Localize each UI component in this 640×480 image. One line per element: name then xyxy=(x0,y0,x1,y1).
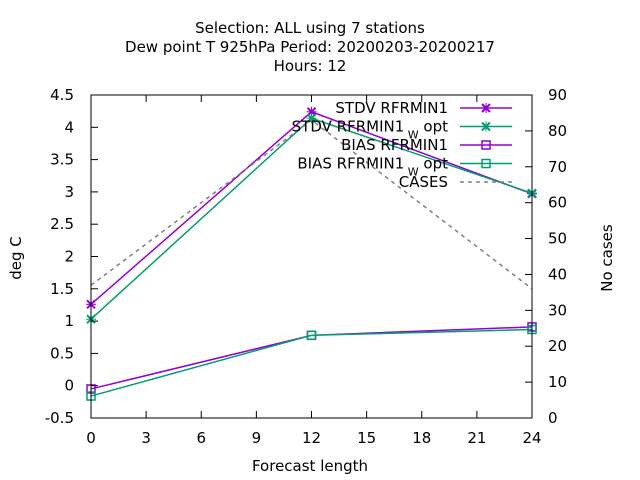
x-tick-label: 15 xyxy=(357,429,376,447)
y2-tick-label: 40 xyxy=(548,265,567,283)
y-tick-label: 1.5 xyxy=(50,280,74,298)
axis-ticks: 0 3 6 9 12 15 18 21 24 -0.5 0 0.5 1 1.5 2 2.5 3 3.5 4 4.5 0 1… xyxy=(45,86,567,447)
y2-tick-label: 10 xyxy=(548,373,567,391)
y-tick-label: 1 xyxy=(64,312,74,330)
legend-label-5: CASES xyxy=(399,173,448,191)
data-point xyxy=(306,330,317,341)
y2-tick-label: 50 xyxy=(548,230,567,248)
x-tick-label: 9 xyxy=(252,429,262,447)
legend-label-2: STDV RFRMIN1 W opt xyxy=(292,118,448,142)
y2-axis-label: No cases xyxy=(598,224,616,292)
y2-tick-label: 20 xyxy=(548,337,567,355)
y2-tick-label: 60 xyxy=(548,194,567,212)
series-line-2 xyxy=(90,117,533,320)
legend-marker xyxy=(481,103,491,113)
legend-marker xyxy=(481,121,491,132)
legend-label-4: BIAS RFRMIN1 W opt xyxy=(297,155,448,179)
y2-tick-label: 80 xyxy=(548,122,567,140)
y2-tick-label: 90 xyxy=(548,86,567,104)
series-line-3 xyxy=(90,326,533,390)
legend-label-1: STDV RFRMIN1 xyxy=(335,99,448,117)
y-tick-label: 3.5 xyxy=(50,151,74,169)
y-tick-label: -0.5 xyxy=(45,409,74,427)
x-tick-label: 12 xyxy=(302,429,321,447)
series-line-4 xyxy=(90,328,533,397)
legend-label-3: BIAS RFRMIN1 xyxy=(341,136,448,154)
y2-tick-label: 70 xyxy=(548,158,567,176)
y-tick-label: 2 xyxy=(64,248,74,266)
legend-marker xyxy=(481,140,491,150)
data-point xyxy=(306,113,317,124)
x-axis-label: Forecast length xyxy=(252,457,368,475)
title-line-3: Hours: 12 xyxy=(274,57,347,75)
y-tick-label: 3 xyxy=(64,183,74,201)
title-line-1: Selection: ALL using 7 stations xyxy=(195,19,425,37)
x-tick-label: 24 xyxy=(522,429,541,447)
x-tick-label: 21 xyxy=(467,429,486,447)
x-tick-label: 6 xyxy=(196,429,206,447)
y-axis-label: deg C xyxy=(7,236,25,280)
x-tick-label: 3 xyxy=(141,429,151,447)
y2-tick-label: 0 xyxy=(548,409,558,427)
y-tick-label: 0.5 xyxy=(50,344,74,362)
x-tick-label: 0 xyxy=(86,429,96,447)
legend-marker xyxy=(481,158,491,169)
y-tick-label: 4 xyxy=(64,118,74,136)
y2-tick-label: 30 xyxy=(548,301,567,319)
title-line-2: Dew point T 925hPa Period: 20200203-2020… xyxy=(125,38,495,56)
y-tick-label: 2.5 xyxy=(50,215,74,233)
y-tick-label: 4.5 xyxy=(50,86,74,104)
series-layer xyxy=(86,106,537,401)
x-tick-label: 18 xyxy=(412,429,431,447)
series-line-5 xyxy=(90,119,533,290)
series-line-1 xyxy=(90,110,533,305)
plot-frame xyxy=(90,94,533,419)
y-tick-label: 0 xyxy=(64,377,74,395)
